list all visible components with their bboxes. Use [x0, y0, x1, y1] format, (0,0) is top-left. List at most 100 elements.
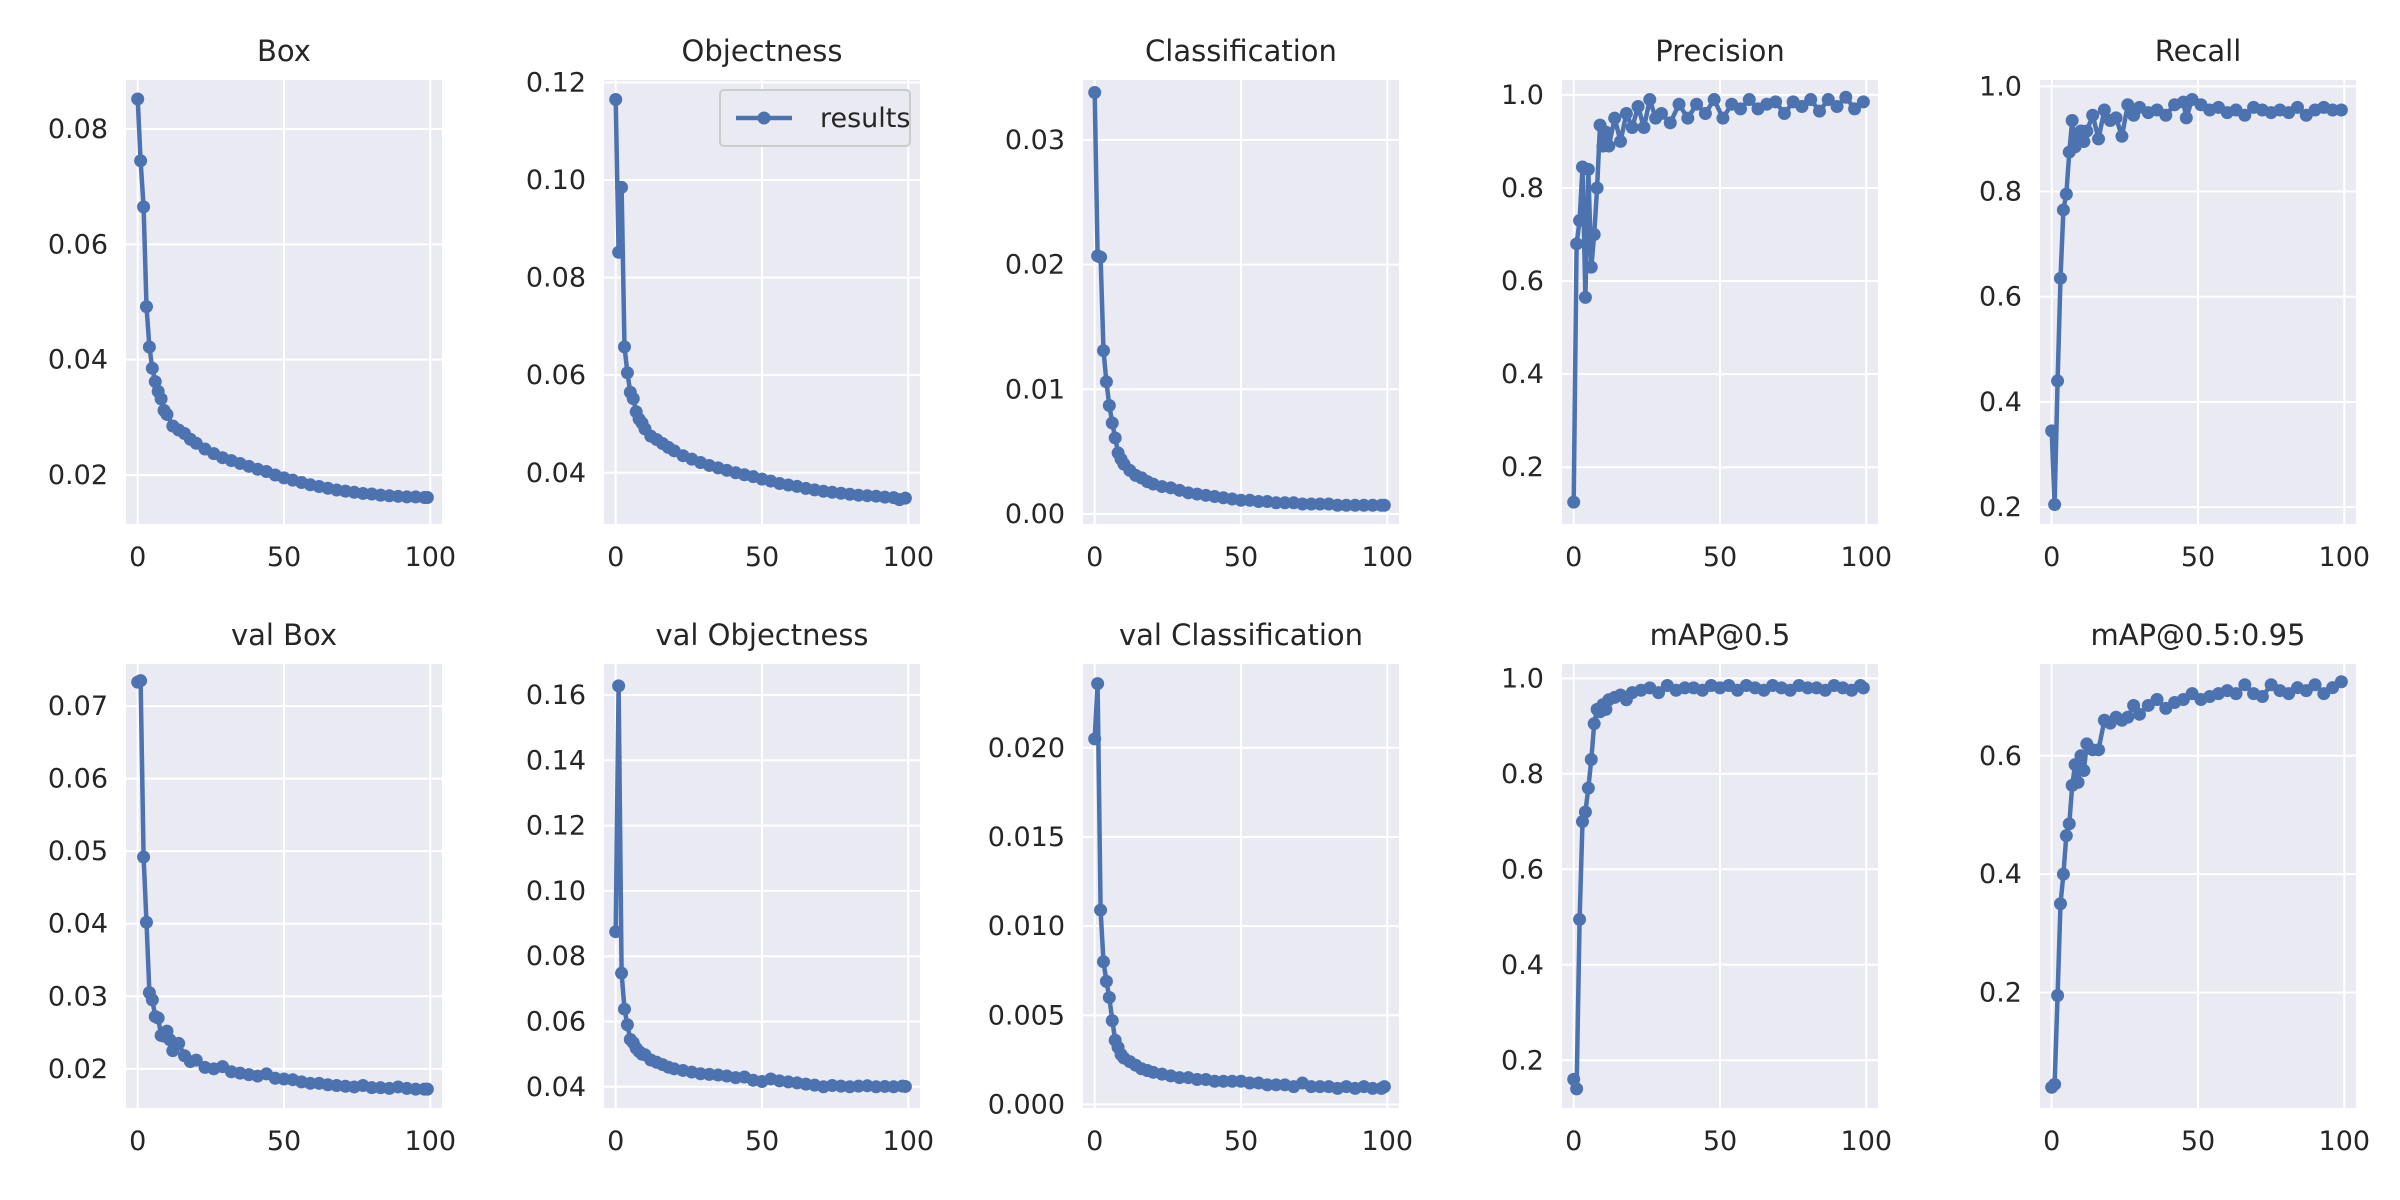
data-point — [2048, 1077, 2062, 1091]
data-point — [1091, 677, 1105, 691]
x-tick-label: 100 — [1841, 542, 1893, 573]
data-point — [1839, 90, 1853, 104]
data-point — [2159, 108, 2173, 122]
x-tick-label: 0 — [1086, 1126, 1103, 1157]
data-point — [2056, 867, 2070, 881]
data-point — [1777, 107, 1791, 121]
data-point — [1377, 1080, 1391, 1094]
data-point — [2056, 203, 2070, 217]
data-point — [2132, 707, 2146, 721]
data-point — [1614, 134, 1628, 148]
chart-title: val Box — [231, 618, 337, 652]
data-point — [2238, 108, 2252, 122]
y-tick-label: 0.8 — [1501, 173, 1544, 204]
data-point — [2097, 103, 2111, 117]
data-point — [612, 679, 626, 693]
data-point — [1102, 990, 1116, 1004]
data-point — [1769, 95, 1783, 109]
x-tick-label: 100 — [1362, 1126, 1414, 1157]
data-point — [2051, 989, 2065, 1003]
data-point — [1102, 399, 1116, 413]
grid — [1562, 664, 1878, 1108]
subplot-panel: 0 50 100 0.04 0.06 0.08 0.10 0.12 0.14 0.16 val Ob… — [526, 618, 934, 1157]
y-tick-label: 0.06 — [526, 1006, 586, 1037]
grid — [126, 80, 442, 524]
x-tick-label: 50 — [745, 1126, 779, 1157]
chart-title: mAP@0.5 — [1650, 618, 1791, 652]
data-point — [1652, 686, 1666, 700]
data-point — [1587, 228, 1601, 242]
data-point — [1812, 104, 1826, 118]
grid — [604, 664, 920, 1108]
data-point — [1587, 717, 1601, 731]
chart-title: val Objectness — [655, 618, 868, 652]
x-tick-label: 0 — [2043, 542, 2060, 573]
data-point — [1096, 955, 1110, 969]
data-point — [2334, 675, 2348, 689]
data-point — [1631, 100, 1645, 114]
data-point — [148, 375, 162, 389]
subplot-panel: 0 50 100 0.000 0.005 0.010 0.015 0.020 val Class… — [988, 618, 1413, 1157]
grid — [1083, 80, 1399, 524]
y-tick-label: 0.6 — [1979, 741, 2022, 772]
chart-title: Box — [257, 34, 311, 68]
data-point — [609, 93, 623, 107]
x-tick-label: 0 — [1565, 1126, 1582, 1157]
grid — [604, 80, 920, 524]
data-point — [2065, 114, 2079, 128]
data-point — [1637, 120, 1651, 134]
subplot-panel: 0 50 100 0.2 0.4 0.6 0.8 1.0 Recall — [1979, 34, 2370, 573]
x-tick-label: 100 — [2319, 1126, 2371, 1157]
data-point — [1690, 97, 1704, 111]
data-point — [2053, 271, 2067, 285]
data-point — [139, 915, 153, 929]
data-point — [2048, 498, 2062, 512]
data-point — [1570, 237, 1584, 251]
data-point — [1643, 93, 1657, 107]
data-point — [154, 392, 168, 406]
data-point — [2077, 764, 2091, 778]
y-tick-label: 0.6 — [1501, 854, 1544, 885]
data-point — [1619, 107, 1633, 121]
y-tick-label: 1.0 — [1501, 663, 1544, 694]
data-point — [151, 1011, 165, 1025]
data-point — [1570, 1082, 1584, 1096]
data-point — [617, 1002, 631, 1016]
data-point — [1848, 102, 1862, 116]
y-tick-label: 0.010 — [988, 911, 1065, 942]
data-point — [1608, 111, 1622, 125]
x-tick-label: 100 — [1362, 542, 1414, 573]
data-point — [1716, 111, 1730, 125]
y-tick-label: 0.4 — [1501, 359, 1544, 390]
grid — [2040, 80, 2356, 524]
y-tick-label: 0.06 — [48, 764, 108, 795]
data-point — [2059, 829, 2073, 843]
data-point — [2092, 743, 2106, 757]
data-point — [134, 674, 148, 688]
x-tick-label: 0 — [129, 1126, 146, 1157]
grid — [126, 664, 442, 1108]
data-point — [1099, 974, 1113, 988]
x-tick-label: 50 — [1224, 1126, 1258, 1157]
y-tick-label: 0.2 — [1979, 978, 2022, 1009]
data-point — [1567, 495, 1581, 509]
x-tick-label: 0 — [607, 542, 624, 573]
subplot-panel: 0 50 100 0.2 0.4 0.6 0.8 1.0 Precision — [1501, 34, 1892, 573]
data-point — [420, 1082, 434, 1096]
grid — [1083, 664, 1399, 1108]
data-point — [189, 1053, 203, 1067]
data-point — [1795, 100, 1809, 114]
data-point — [2053, 897, 2067, 911]
data-point — [620, 366, 634, 380]
y-tick-label: 0.01 — [1005, 374, 1065, 405]
legend: results — [719, 89, 911, 147]
data-point — [1105, 416, 1119, 430]
x-tick-label: 50 — [267, 542, 301, 573]
x-tick-label: 100 — [405, 1126, 457, 1157]
data-point — [2071, 775, 2085, 789]
data-point — [615, 966, 629, 980]
data-point — [1099, 375, 1113, 389]
data-point — [2092, 132, 2106, 146]
y-tick-label: 0.015 — [988, 822, 1065, 853]
